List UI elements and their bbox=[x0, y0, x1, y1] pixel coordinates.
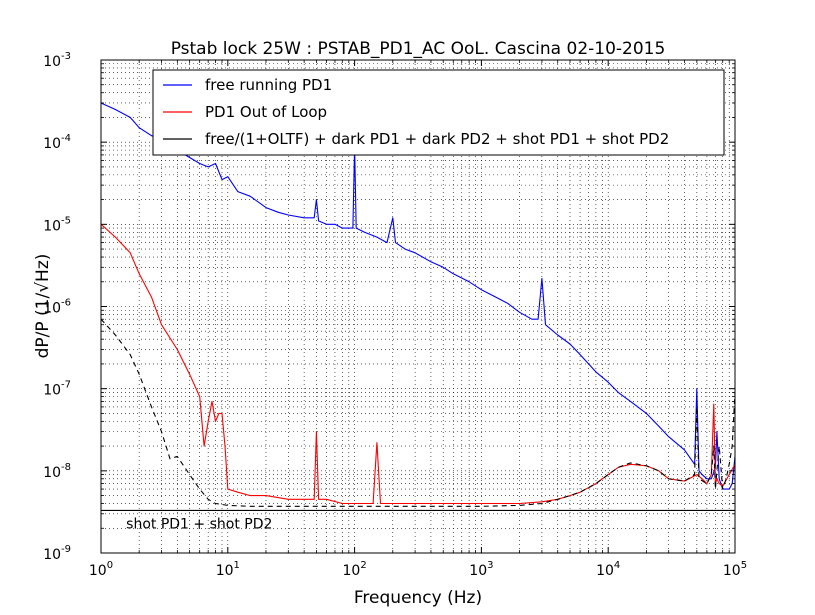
y-tick-label: 10-5 bbox=[43, 215, 71, 234]
y-tick-label: 10-4 bbox=[43, 133, 71, 152]
x-tick-label: 104 bbox=[596, 560, 620, 579]
x-tick-label: 100 bbox=[89, 560, 113, 579]
tick-labels: 100 101 102 103 104 105 10-9 10-8 10-7 10-6 10-5 10… bbox=[43, 51, 747, 579]
y-axis-label: dP/P (1/√Hz) bbox=[33, 254, 53, 359]
x-axis-label: Frequency (Hz) bbox=[354, 588, 482, 608]
y-tick-label: 10-6 bbox=[43, 298, 71, 317]
y-tick-label: 10-8 bbox=[43, 462, 71, 481]
legend: free running PD1 PD1 Out of Loop free/(1+O… bbox=[152, 69, 725, 156]
y-tick-label: 10-3 bbox=[43, 51, 71, 70]
x-tick-label: 105 bbox=[723, 560, 747, 579]
ticks bbox=[100, 59, 736, 554]
x-tick-label: 101 bbox=[216, 560, 240, 579]
plot-area bbox=[101, 102, 735, 511]
x-tick-label: 102 bbox=[342, 560, 366, 579]
y-tick-label: 10-7 bbox=[43, 380, 71, 399]
series-line-free-running-pd1 bbox=[101, 102, 735, 490]
legend-label-1: PD1 Out of Loop bbox=[205, 103, 327, 121]
legend-label-0: free running PD1 bbox=[205, 76, 332, 94]
series-line-free-1-oltf-dark-pd1-dark-pd2-shot-pd1-shot-pd2 bbox=[101, 318, 735, 507]
annotation-shot-noise: shot PD1 + shot PD2 bbox=[126, 516, 272, 532]
x-tick-label: 103 bbox=[469, 560, 493, 579]
legend-box bbox=[152, 69, 725, 156]
y-tick-label: 10-9 bbox=[43, 544, 71, 563]
legend-label-2: free/(1+OLTF) + dark PD1 + dark PD2 + sh… bbox=[205, 130, 669, 148]
series-line-pd1-out-of-loop bbox=[101, 223, 735, 505]
chart-title: Pstab lock 25W : PSTAB_PD1_AC OoL. Casci… bbox=[171, 39, 666, 59]
